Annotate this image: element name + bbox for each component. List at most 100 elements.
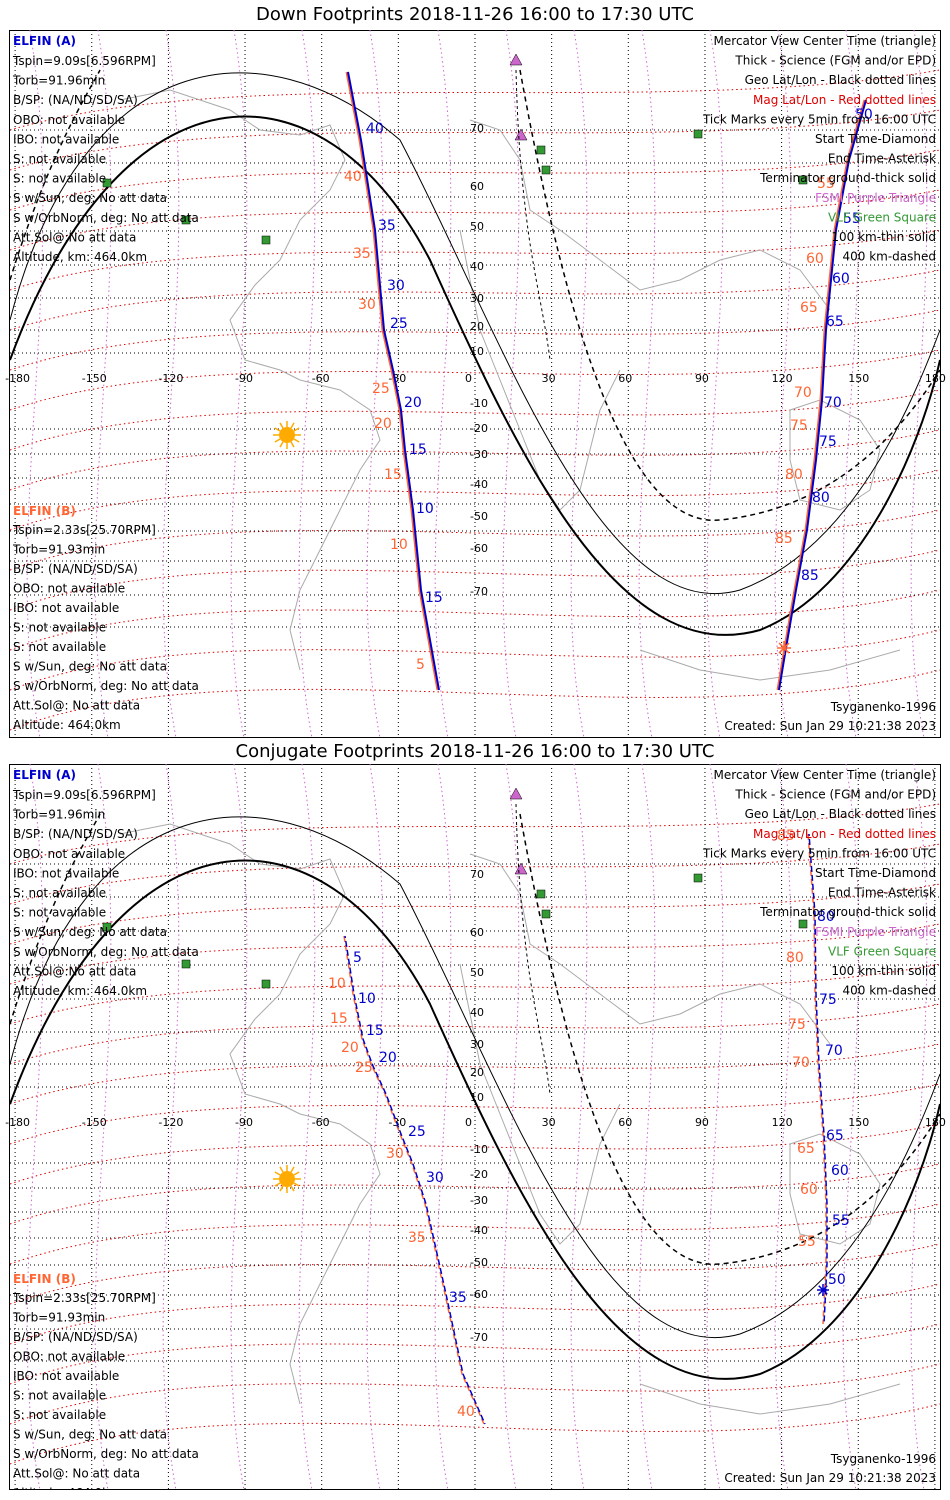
lon-label: 120 <box>772 1116 793 1129</box>
terminator-ground <box>9 859 941 1380</box>
legend-line: Terminator ground-thick solid <box>759 171 936 185</box>
coastline <box>639 1383 901 1415</box>
elfin-b-info-line: S: not available <box>13 640 106 654</box>
elfin-b-tick-label: 80 <box>785 467 803 483</box>
sun-ray <box>290 1166 295 1173</box>
field-model-label: Tsyganenko-1996 <box>830 700 936 714</box>
mag-lat-line <box>9 1363 941 1425</box>
lon-label: 30 <box>542 1116 556 1129</box>
sun-ray <box>279 1185 284 1192</box>
elfin-a-info-line: S w/OrbNorm, deg: No att data <box>13 945 199 959</box>
lon-label: -180 <box>5 1116 30 1129</box>
lat-label: -40 <box>470 478 488 491</box>
lat-label: -50 <box>470 510 488 523</box>
lon-label: 60 <box>618 372 632 385</box>
lon-label: 30 <box>542 372 556 385</box>
elfin-b-tick-label: 85 <box>777 828 795 844</box>
elfin-a-tick-label: 20 <box>379 1050 397 1066</box>
elfin-a-tick-label: 50 <box>855 107 873 123</box>
lat-label: -40 <box>470 1224 488 1237</box>
coastline <box>289 1113 381 1405</box>
elfin-b-tick-label: 15 <box>384 467 402 483</box>
lat-label: -30 <box>470 448 488 461</box>
elfin-b-track-west <box>343 935 485 1425</box>
lat-label: 60 <box>470 926 484 939</box>
mag-lat-line <box>9 389 941 451</box>
panel-title-conjugate: Conjugate Footprints 2018-11-26 16:00 to… <box>235 741 715 762</box>
coastline <box>789 399 881 511</box>
elfin-b-info-line: S: not available <box>13 621 106 635</box>
lon-label: 0 <box>465 1116 472 1129</box>
elfin-b-info-line: B/SP: (NA/ND/SD/SA) <box>13 1330 138 1344</box>
elfin-a-tick-label: 75 <box>819 992 837 1008</box>
vlf-station-square <box>181 959 191 969</box>
triangle-icon <box>509 53 523 66</box>
lon-label: 0 <box>465 372 472 385</box>
sun-ray <box>279 441 284 448</box>
lat-label: 50 <box>470 966 484 979</box>
lat-label: 40 <box>470 260 484 273</box>
mag-lon-line <box>26 764 44 1490</box>
lat-label: 60 <box>470 180 484 193</box>
elfin-a-tick-label: 30 <box>387 278 405 294</box>
elfin-a-info-line: Torb=91.96min <box>12 808 105 822</box>
sun-icon <box>279 427 295 443</box>
elfin-b-tick-label: 10 <box>328 976 346 992</box>
elfin-b-info-line: S w/OrbNorm, deg: No att data <box>13 679 199 693</box>
elfin-b-tick-label: 20 <box>374 416 392 432</box>
elfin-a-info-line: Altitude, km: 464.0km <box>13 250 147 264</box>
legend-line: Thick - Science (FGM and/or EPD) <box>734 788 936 802</box>
lat-label: -70 <box>470 1331 488 1344</box>
elfin-b-info-line: Torb=91.93min <box>12 1311 105 1325</box>
lon-label: -60 <box>312 1116 330 1129</box>
elfin-b-info-line: IBO: not available <box>13 1369 119 1383</box>
elfin-a-info-line: S w/OrbNorm, deg: No att data <box>13 211 199 225</box>
vlf-station-square <box>798 175 808 185</box>
mag-lat-line <box>9 1163 941 1225</box>
mag-lon-line <box>706 764 724 1490</box>
elfin-a-info-line: S: not available <box>13 172 106 186</box>
elfin-b-tick-label: 60 <box>800 1182 818 1198</box>
coastline <box>119 823 346 1115</box>
elfin-a-tick-label: 25 <box>408 1124 426 1140</box>
mag-lon-line <box>638 764 656 1490</box>
elfin-b-info-line: S w/Sun, deg: No att data <box>13 1428 167 1442</box>
elfin-b-tick-label: 10 <box>390 537 408 553</box>
terminator-400km-west <box>9 813 101 1025</box>
legend-line: FSMI Purple Triangle <box>815 191 936 205</box>
legend-line: 100 km-thin solid <box>831 230 936 244</box>
terminator-100km <box>9 816 941 1338</box>
lat-label: 70 <box>470 122 484 135</box>
coastline <box>459 963 621 1245</box>
mag-lon-line <box>162 764 180 1490</box>
elfin-b-tick-label: 75 <box>790 418 808 434</box>
elfin-b-tick-label: 75 <box>788 1017 806 1033</box>
lat-label: 20 <box>470 1066 484 1079</box>
legend-line: 100 km-thin solid <box>831 964 936 978</box>
elfin-b-info-line: S: not available <box>13 1389 106 1403</box>
elfin-b-info-line: IBO: not available <box>13 601 119 615</box>
elfin-b-tick-label: 60 <box>806 251 824 267</box>
elfin-a-tick-label: 30 <box>426 1170 444 1186</box>
elfin-a-info-line: Tspin=9.09s[6.596RPM] <box>12 54 156 68</box>
mag-lon-line <box>434 764 452 1490</box>
legend-line: 400 km-dashed <box>842 984 936 998</box>
elfin-a-tick-label: 35 <box>449 1290 467 1306</box>
elfin-a-tick-label: 35 <box>378 218 396 234</box>
legend-line: Mercator View Center Time (triangle) <box>714 34 936 48</box>
elfin-b-info-line: Tspin=2.33s[25.70RPM] <box>12 1291 156 1305</box>
elfin-b-info-line: OBO: not available <box>13 582 125 596</box>
triangle-icon <box>509 787 523 800</box>
mag-lat-line <box>9 1203 941 1265</box>
coastline <box>469 119 831 311</box>
lon-label: -180 <box>5 372 30 385</box>
elfin-a-name: ELFIN (A) <box>13 768 76 782</box>
coastline <box>289 379 381 671</box>
lon-label: -150 <box>82 372 107 385</box>
mag-lat-line <box>9 549 941 611</box>
coastline <box>639 649 901 681</box>
triangle-icon <box>514 862 528 875</box>
terminator-400km-east <box>519 813 941 1265</box>
legend-line: Terminator ground-thick solid <box>759 905 936 919</box>
elfin-b-tick-label: 65 <box>800 300 818 316</box>
